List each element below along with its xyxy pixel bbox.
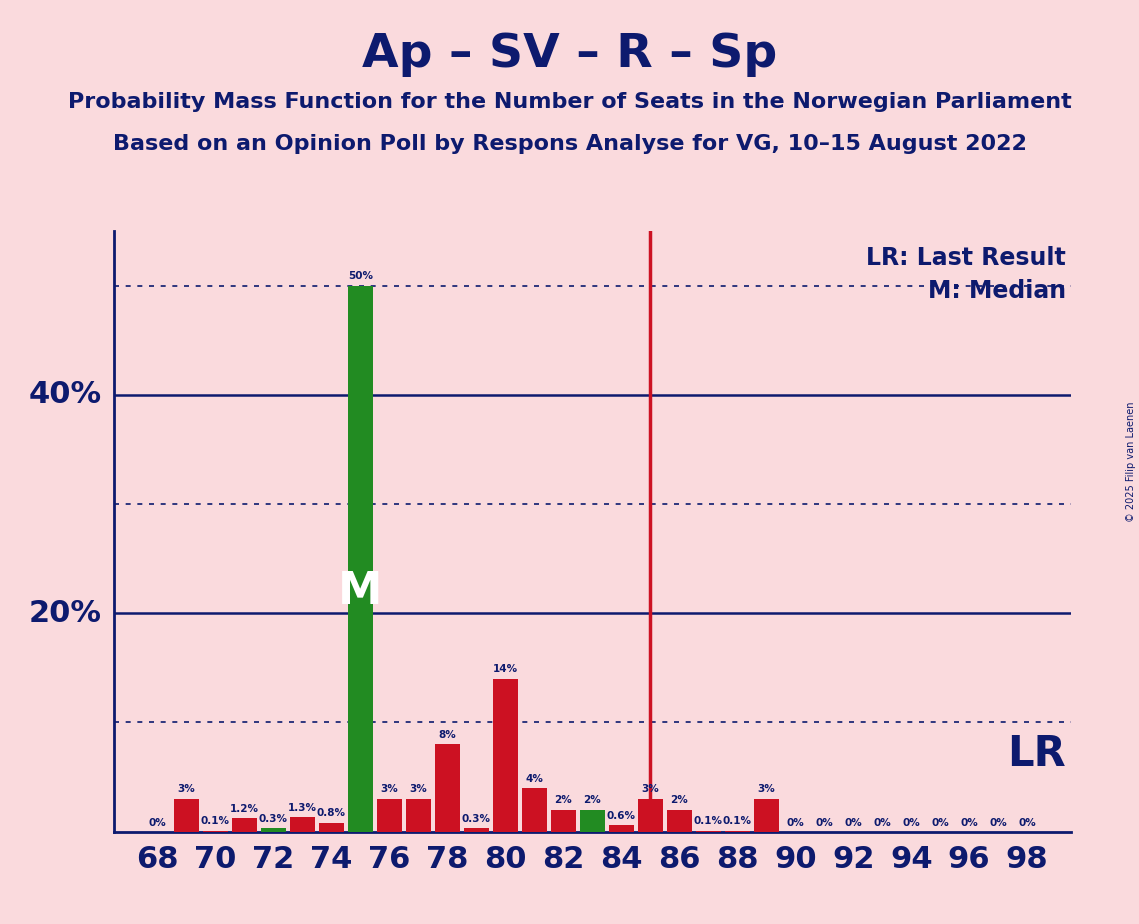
Text: 0.6%: 0.6% [607,810,636,821]
Text: 14%: 14% [493,664,518,675]
Text: M: Median: M: Median [928,279,1066,303]
Text: 2%: 2% [583,796,601,806]
Text: 0%: 0% [1018,819,1036,828]
Text: 0%: 0% [874,819,891,828]
Text: 0%: 0% [960,819,978,828]
Bar [609,825,633,832]
Text: 4%: 4% [525,773,543,784]
Text: 0%: 0% [902,819,920,828]
Bar [696,831,721,832]
Text: © 2025 Filip van Laenen: © 2025 Filip van Laenen [1126,402,1136,522]
Bar [290,818,314,832]
Bar [203,831,228,832]
Text: Ap – SV – R – Sp: Ap – SV – R – Sp [362,32,777,78]
Text: 0%: 0% [932,819,949,828]
Text: 1.2%: 1.2% [230,804,259,814]
Text: Probability Mass Function for the Number of Seats in the Norwegian Parliament: Probability Mass Function for the Number… [67,92,1072,113]
Text: LR: Last Result: LR: Last Result [866,246,1066,270]
Bar [580,809,605,832]
Text: 0.3%: 0.3% [461,814,491,824]
Bar [435,744,460,832]
Text: 8%: 8% [439,730,457,740]
Bar [493,679,517,832]
Text: 40%: 40% [28,381,101,409]
Text: 0%: 0% [990,819,1007,828]
Text: LR: LR [1007,733,1066,774]
Bar [724,831,749,832]
Text: 3%: 3% [757,784,776,795]
Text: 0%: 0% [786,819,804,828]
Text: 20%: 20% [28,599,101,627]
Text: 50%: 50% [347,272,372,281]
Bar [377,799,402,832]
Text: 0.1%: 0.1% [200,816,230,826]
Text: 1.3%: 1.3% [288,803,317,813]
Bar [174,799,198,832]
Bar [261,828,286,832]
Bar [232,819,256,832]
Text: 2%: 2% [671,796,688,806]
Text: 3%: 3% [380,784,399,795]
Bar [638,799,663,832]
Text: 0%: 0% [816,819,833,828]
Bar [319,823,344,832]
Bar [754,799,779,832]
Bar [405,799,431,832]
Bar [522,788,547,832]
Text: M: M [338,570,383,613]
Text: 2%: 2% [555,796,572,806]
Text: 3%: 3% [409,784,427,795]
Text: Based on an Opinion Poll by Respons Analyse for VG, 10–15 August 2022: Based on an Opinion Poll by Respons Anal… [113,134,1026,154]
Text: 0.8%: 0.8% [317,808,346,819]
Text: 0%: 0% [844,819,862,828]
Text: 0.1%: 0.1% [723,816,752,826]
Text: 0.3%: 0.3% [259,814,288,824]
Text: 0.1%: 0.1% [694,816,723,826]
Text: 0%: 0% [148,819,166,828]
Bar [349,286,372,832]
Bar [464,828,489,832]
Bar [551,809,575,832]
Text: 3%: 3% [178,784,195,795]
Text: 3%: 3% [641,784,659,795]
Bar [667,809,691,832]
